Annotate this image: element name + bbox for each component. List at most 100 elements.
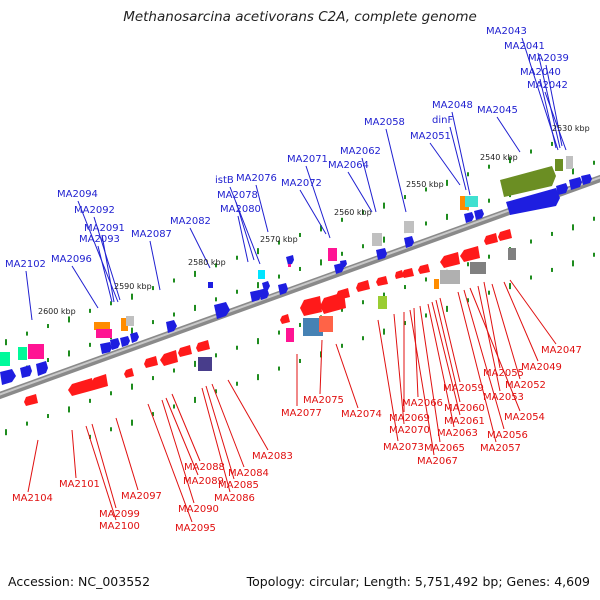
gene-arrow <box>376 248 387 260</box>
gene-box <box>198 357 212 371</box>
gene-box <box>465 196 478 207</box>
gene-label: MA2062 <box>340 146 381 157</box>
gene-arrow <box>178 345 192 357</box>
genome-backbone <box>0 174 600 400</box>
tick-mark <box>572 168 574 175</box>
map-title: Methanosarcina acetivorans C2A, complete… <box>123 9 477 25</box>
leader-line <box>91 423 117 509</box>
gene-arrow <box>498 229 512 241</box>
leader-line <box>255 184 269 233</box>
tick-mark <box>257 374 259 381</box>
leader-line <box>427 303 455 428</box>
gene-box <box>258 270 265 279</box>
gene-label: MA2100 <box>99 521 140 532</box>
gene-label: dinF <box>432 115 453 126</box>
gene-label: MA2049 <box>521 362 562 373</box>
leader-line <box>171 393 201 462</box>
tick-mark <box>194 304 196 311</box>
tick-mark <box>593 216 595 221</box>
leader-line <box>544 91 567 151</box>
tick-mark <box>488 164 490 169</box>
gene-label: MA2071 <box>287 154 328 165</box>
tick-mark <box>152 412 154 417</box>
gene-arrow <box>24 394 38 406</box>
gene-box <box>378 296 387 309</box>
gene-label: MA2039 <box>528 53 569 64</box>
gene-arrow <box>376 276 388 286</box>
tick-mark <box>110 391 112 396</box>
leader-line <box>319 339 323 395</box>
leader-line <box>463 289 505 430</box>
gene-label: istB <box>215 175 234 186</box>
tick-mark <box>68 350 70 357</box>
tick-mark <box>173 404 175 409</box>
gene-arrow <box>259 288 269 300</box>
leader-line <box>189 227 211 269</box>
gene-box <box>0 352 10 366</box>
leader-line <box>71 429 77 479</box>
tick-mark <box>236 345 238 350</box>
tick-mark <box>152 286 154 291</box>
gene-label: MA2048 <box>432 100 473 111</box>
tick-mark <box>131 293 133 300</box>
scale-label: 2530 kbp <box>552 124 590 133</box>
tick-mark <box>89 308 91 313</box>
gene-label: MA2057 <box>480 443 521 454</box>
leader-line <box>361 157 377 213</box>
gene-label: MA2089 <box>183 476 224 487</box>
tick-mark <box>278 240 280 245</box>
gene-label: MA2087 <box>131 229 172 240</box>
tick-mark <box>299 266 301 271</box>
gene-arrow <box>100 342 112 354</box>
tick-mark <box>509 283 511 290</box>
tick-mark <box>299 358 301 363</box>
tick-mark <box>257 338 259 345</box>
tick-mark <box>89 398 91 403</box>
leader-line <box>227 379 269 451</box>
tick-mark <box>47 358 49 363</box>
gene-arrow <box>214 302 230 319</box>
tick-mark <box>404 285 406 290</box>
tick-mark <box>341 343 343 348</box>
tick-mark <box>488 254 490 259</box>
gene-arrow <box>278 283 288 295</box>
scale-label: 2590 kbp <box>114 282 152 291</box>
gene-arrow <box>36 361 48 376</box>
tick-mark <box>383 328 385 335</box>
leader-line <box>229 186 261 265</box>
gene-label: MA2102 <box>5 259 46 270</box>
gene-label: MA2041 <box>504 41 545 52</box>
gene-box <box>288 264 291 267</box>
tick-mark <box>215 297 217 302</box>
gene-label: MA2073 <box>383 442 424 453</box>
gene-label: MA2095 <box>175 523 216 534</box>
gene-label: MA2060 <box>444 403 485 414</box>
scale-label: 2540 kbp <box>480 153 518 162</box>
gene-arrow <box>250 290 261 302</box>
tick-mark <box>383 202 385 209</box>
gene-box <box>470 262 486 274</box>
tick-mark <box>509 157 511 164</box>
tick-mark <box>341 251 343 256</box>
gene-arrow <box>262 281 270 291</box>
gene-label: MA2042 <box>527 80 568 91</box>
tick-mark <box>383 236 385 243</box>
gene-box <box>555 159 563 171</box>
gene-label: MA2083 <box>252 451 293 462</box>
leader-line <box>469 287 521 412</box>
leader-line <box>77 200 119 303</box>
gene-label: MA2043 <box>486 26 527 37</box>
tick-mark <box>257 248 259 255</box>
leader-line <box>347 171 373 213</box>
gene-arrow <box>474 209 484 220</box>
tick-mark <box>551 267 553 272</box>
leader-line <box>299 189 327 235</box>
gene-box <box>460 196 469 210</box>
tick-mark <box>362 336 364 341</box>
genome-summary-text: Topology: circular; Length: 5,751,492 bp… <box>246 574 590 589</box>
gene-arrow <box>402 268 414 278</box>
gene-label: MA2053 <box>483 392 524 403</box>
gene-label: MA2085 <box>218 480 259 491</box>
gene-label: MA2075 <box>303 395 344 406</box>
gene-label: MA2076 <box>236 173 277 184</box>
